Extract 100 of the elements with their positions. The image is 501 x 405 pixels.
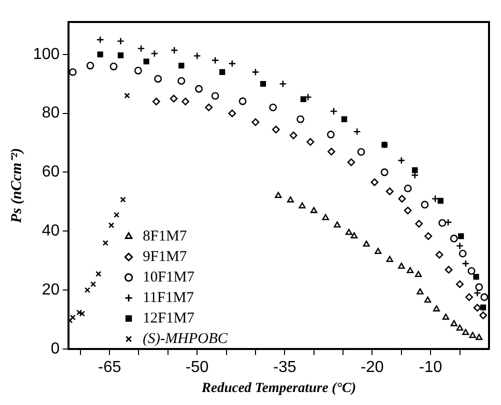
point: [310, 206, 318, 214]
point: [287, 196, 294, 202]
point: [298, 202, 306, 208]
point: [420, 200, 429, 208]
x-tick-label: -50: [186, 359, 209, 376]
point: [473, 304, 482, 312]
point: [118, 52, 124, 58]
point: [279, 80, 287, 88]
point: [96, 36, 104, 44]
point: [433, 305, 440, 312]
point: [476, 334, 482, 340]
point: [195, 85, 203, 93]
point: [228, 60, 236, 68]
point: [450, 234, 458, 242]
point: [204, 104, 213, 112]
point: [475, 283, 483, 291]
x-tick-label: -10: [419, 359, 442, 376]
point: [170, 94, 178, 102]
point: [362, 240, 370, 247]
point: [76, 310, 82, 316]
legend-label: 9F1M7: [142, 248, 188, 265]
point: [456, 242, 464, 250]
point: [462, 260, 470, 268]
point: [154, 75, 162, 83]
point: [374, 248, 382, 254]
point: [341, 116, 348, 122]
y-tick-label: 80: [42, 104, 60, 122]
point: [424, 296, 432, 303]
point: [260, 80, 266, 87]
point: [450, 320, 458, 326]
point: [137, 44, 145, 52]
point: [424, 232, 432, 240]
point: [456, 280, 464, 288]
point: [97, 51, 104, 58]
point: [120, 196, 126, 203]
point: [438, 219, 446, 227]
point: [306, 138, 314, 146]
y-tick-label: 20: [42, 281, 60, 298]
point: [350, 232, 358, 238]
point: [178, 62, 184, 69]
legend-label: 12F1M7: [142, 310, 195, 326]
point: [219, 69, 226, 75]
x-tick-label: -20: [360, 359, 384, 376]
x-tick-label: -65: [98, 359, 122, 376]
point: [114, 212, 120, 218]
point: [480, 304, 486, 310]
point: [442, 314, 450, 320]
point: [328, 148, 336, 156]
point: [444, 266, 453, 274]
point: [269, 104, 277, 112]
point: [438, 198, 444, 204]
point: [134, 66, 142, 74]
point: [412, 167, 418, 174]
point: [108, 222, 114, 228]
point: [193, 52, 201, 60]
y-tick-label: 100: [32, 46, 60, 63]
point: [465, 293, 474, 301]
point: [326, 130, 335, 138]
point: [290, 132, 298, 140]
point: [84, 287, 90, 293]
point: [398, 262, 405, 269]
point: [462, 328, 470, 336]
legend-label: 8F1M7: [142, 228, 188, 244]
point: [473, 289, 482, 297]
y-axis-title: Ps (nCcm⁻²): [8, 148, 25, 223]
point: [345, 228, 352, 235]
point: [404, 206, 412, 214]
point: [70, 314, 76, 320]
point: [110, 62, 118, 70]
point: [211, 92, 220, 100]
point: [178, 77, 186, 85]
point: [436, 250, 444, 259]
point: [252, 68, 260, 76]
legend-label: 11F1M7: [142, 290, 194, 306]
y-tick-label: 0: [50, 340, 60, 358]
y-tick-label: 40: [42, 222, 60, 240]
point: [79, 310, 86, 317]
y-tick-label: 60: [42, 164, 60, 181]
point: [68, 68, 77, 76]
point: [96, 270, 102, 277]
point: [116, 37, 124, 45]
point: [322, 214, 329, 220]
legend-label: 10F1M7: [142, 269, 195, 286]
point: [252, 118, 260, 126]
point: [272, 126, 280, 134]
point: [353, 128, 361, 136]
point: [398, 194, 406, 203]
point: [468, 267, 476, 275]
point: [347, 158, 356, 166]
point: [416, 288, 424, 294]
point: [300, 96, 306, 102]
point: [406, 267, 414, 274]
point: [296, 115, 304, 124]
point: [458, 233, 464, 240]
legend-label: (S)-MHPOBC: [142, 330, 229, 347]
x-axis-title: Reduced Temperature (°C): [200, 381, 356, 396]
point: [211, 56, 220, 64]
point: [334, 221, 341, 228]
point: [150, 50, 158, 58]
point: [152, 98, 160, 106]
